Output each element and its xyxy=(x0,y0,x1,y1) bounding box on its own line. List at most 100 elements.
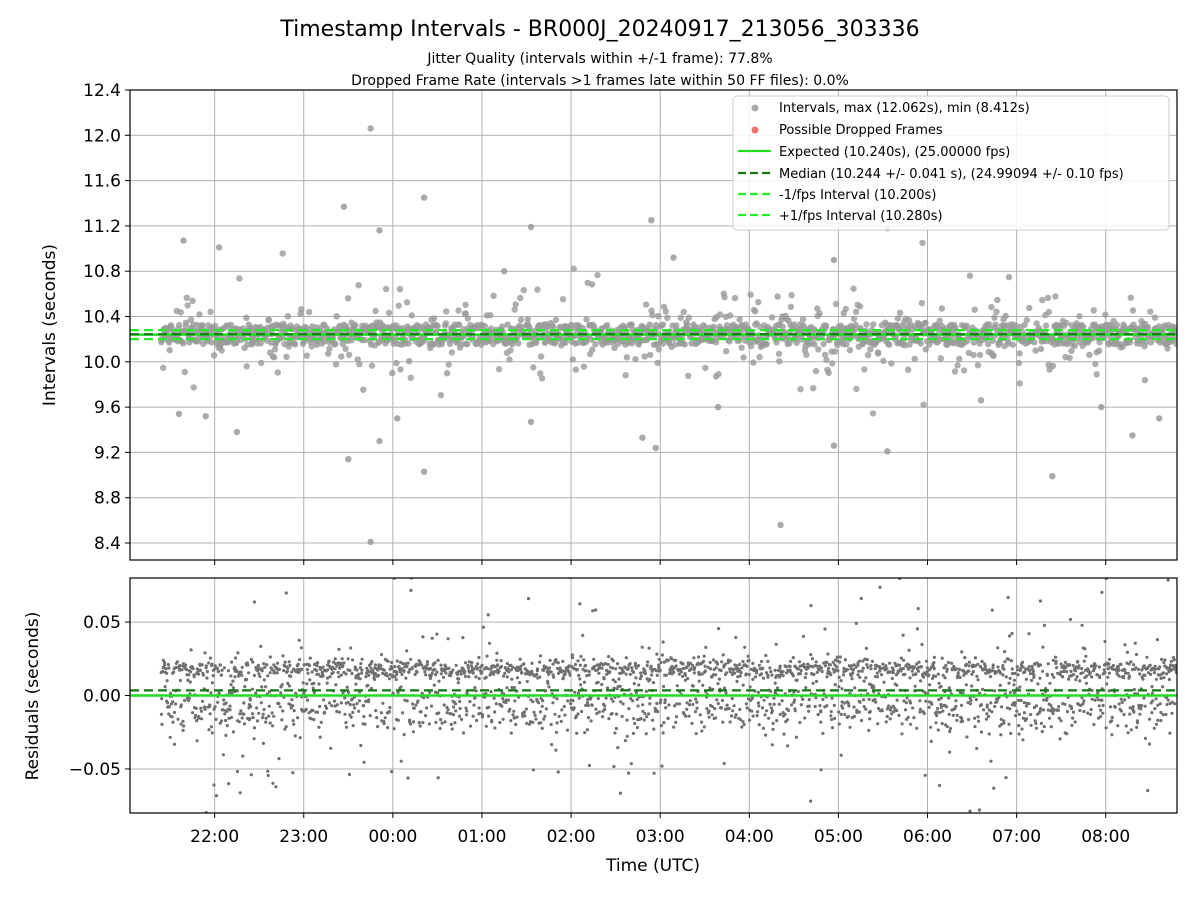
residual-point xyxy=(634,676,638,680)
interval-point xyxy=(632,356,639,363)
residual-point xyxy=(879,673,884,677)
residual-point xyxy=(1031,669,1035,673)
residual-point xyxy=(759,659,764,664)
residual-point xyxy=(695,706,699,710)
residual-point xyxy=(1020,727,1024,731)
residual-point xyxy=(722,761,726,766)
residual-point xyxy=(203,651,207,655)
residual-point xyxy=(946,660,951,665)
residual-point xyxy=(864,646,869,651)
residual-point xyxy=(180,668,184,672)
interval-outlier-point xyxy=(233,428,241,436)
residual-point xyxy=(917,660,921,664)
residual-point xyxy=(577,696,581,700)
residual-point xyxy=(387,677,391,681)
residual-point xyxy=(1122,674,1126,679)
residual-point xyxy=(436,776,440,780)
interval-point xyxy=(815,346,822,353)
residual-point xyxy=(252,726,257,730)
residual-point xyxy=(672,725,676,729)
residual-point xyxy=(457,714,462,718)
interval-point xyxy=(487,312,494,319)
residual-point xyxy=(1022,701,1026,705)
residual-point xyxy=(856,663,860,667)
residual-point xyxy=(375,716,379,720)
interval-point xyxy=(1037,345,1045,353)
residual-point xyxy=(305,667,309,672)
residual-point xyxy=(548,658,552,663)
interval-point xyxy=(537,370,544,377)
interval-point xyxy=(430,341,437,348)
residual-point xyxy=(885,667,889,671)
residual-point xyxy=(1034,726,1038,730)
residual-point xyxy=(359,662,363,666)
residual-point xyxy=(1080,623,1084,627)
residual-point xyxy=(945,725,949,729)
residual-point xyxy=(1143,704,1147,708)
residual-point xyxy=(1143,736,1147,741)
residual-point xyxy=(928,683,932,687)
interval-point xyxy=(654,359,661,367)
residual-point xyxy=(644,732,648,736)
residual-point xyxy=(605,686,610,690)
residual-point xyxy=(861,666,865,670)
residual-point xyxy=(968,702,973,706)
interval-point xyxy=(1002,312,1009,320)
residual-point xyxy=(317,682,321,686)
residual-point xyxy=(772,702,776,707)
interval-point xyxy=(1090,334,1097,341)
residual-point xyxy=(393,665,397,669)
residual-point xyxy=(398,670,402,674)
residual-point xyxy=(1165,702,1169,707)
residual-point xyxy=(509,719,513,723)
residual-point xyxy=(520,671,524,675)
residual-point xyxy=(222,698,226,702)
interval-point xyxy=(763,340,770,348)
residual-point xyxy=(720,660,724,664)
residual-point xyxy=(817,668,822,672)
residual-point xyxy=(935,713,939,718)
residual-point xyxy=(469,664,473,668)
residual-point xyxy=(829,710,833,714)
residual-point xyxy=(412,706,416,710)
residual-point xyxy=(1041,645,1045,649)
residual-point xyxy=(350,671,354,676)
residual-point xyxy=(1012,683,1016,687)
residual-point xyxy=(692,665,697,670)
residual-point xyxy=(226,669,230,673)
residual-point xyxy=(838,660,842,664)
interval-point xyxy=(198,322,206,329)
residual-point xyxy=(801,634,806,639)
interval-point xyxy=(712,339,720,346)
residual-point xyxy=(318,704,322,709)
residual-point xyxy=(418,724,422,728)
residual-point xyxy=(982,708,986,712)
interval-point xyxy=(297,310,304,318)
residual-point xyxy=(339,701,343,705)
residual-point xyxy=(716,682,720,686)
residual-point xyxy=(1062,669,1066,674)
residual-point xyxy=(395,670,399,674)
interval-point xyxy=(455,307,462,314)
residual-point xyxy=(907,663,911,667)
residual-point xyxy=(170,715,174,719)
residual-point xyxy=(387,710,391,714)
residual-point xyxy=(471,714,475,718)
residual-point xyxy=(888,661,892,665)
residual-point xyxy=(347,772,351,777)
residual-point xyxy=(753,675,758,679)
residual-point xyxy=(932,667,936,671)
residual-point xyxy=(381,671,385,676)
residual-point xyxy=(172,710,176,715)
residual-point xyxy=(362,760,366,764)
residual-point xyxy=(362,704,366,708)
residual-point xyxy=(1098,675,1102,680)
residual-point xyxy=(1129,660,1133,664)
interval-point xyxy=(574,339,581,347)
residual-point xyxy=(446,708,450,712)
residual-point xyxy=(471,671,475,675)
residual-point xyxy=(880,709,884,713)
residual-point xyxy=(985,705,989,709)
residual-point xyxy=(561,659,565,664)
residual-point xyxy=(1130,817,1133,820)
